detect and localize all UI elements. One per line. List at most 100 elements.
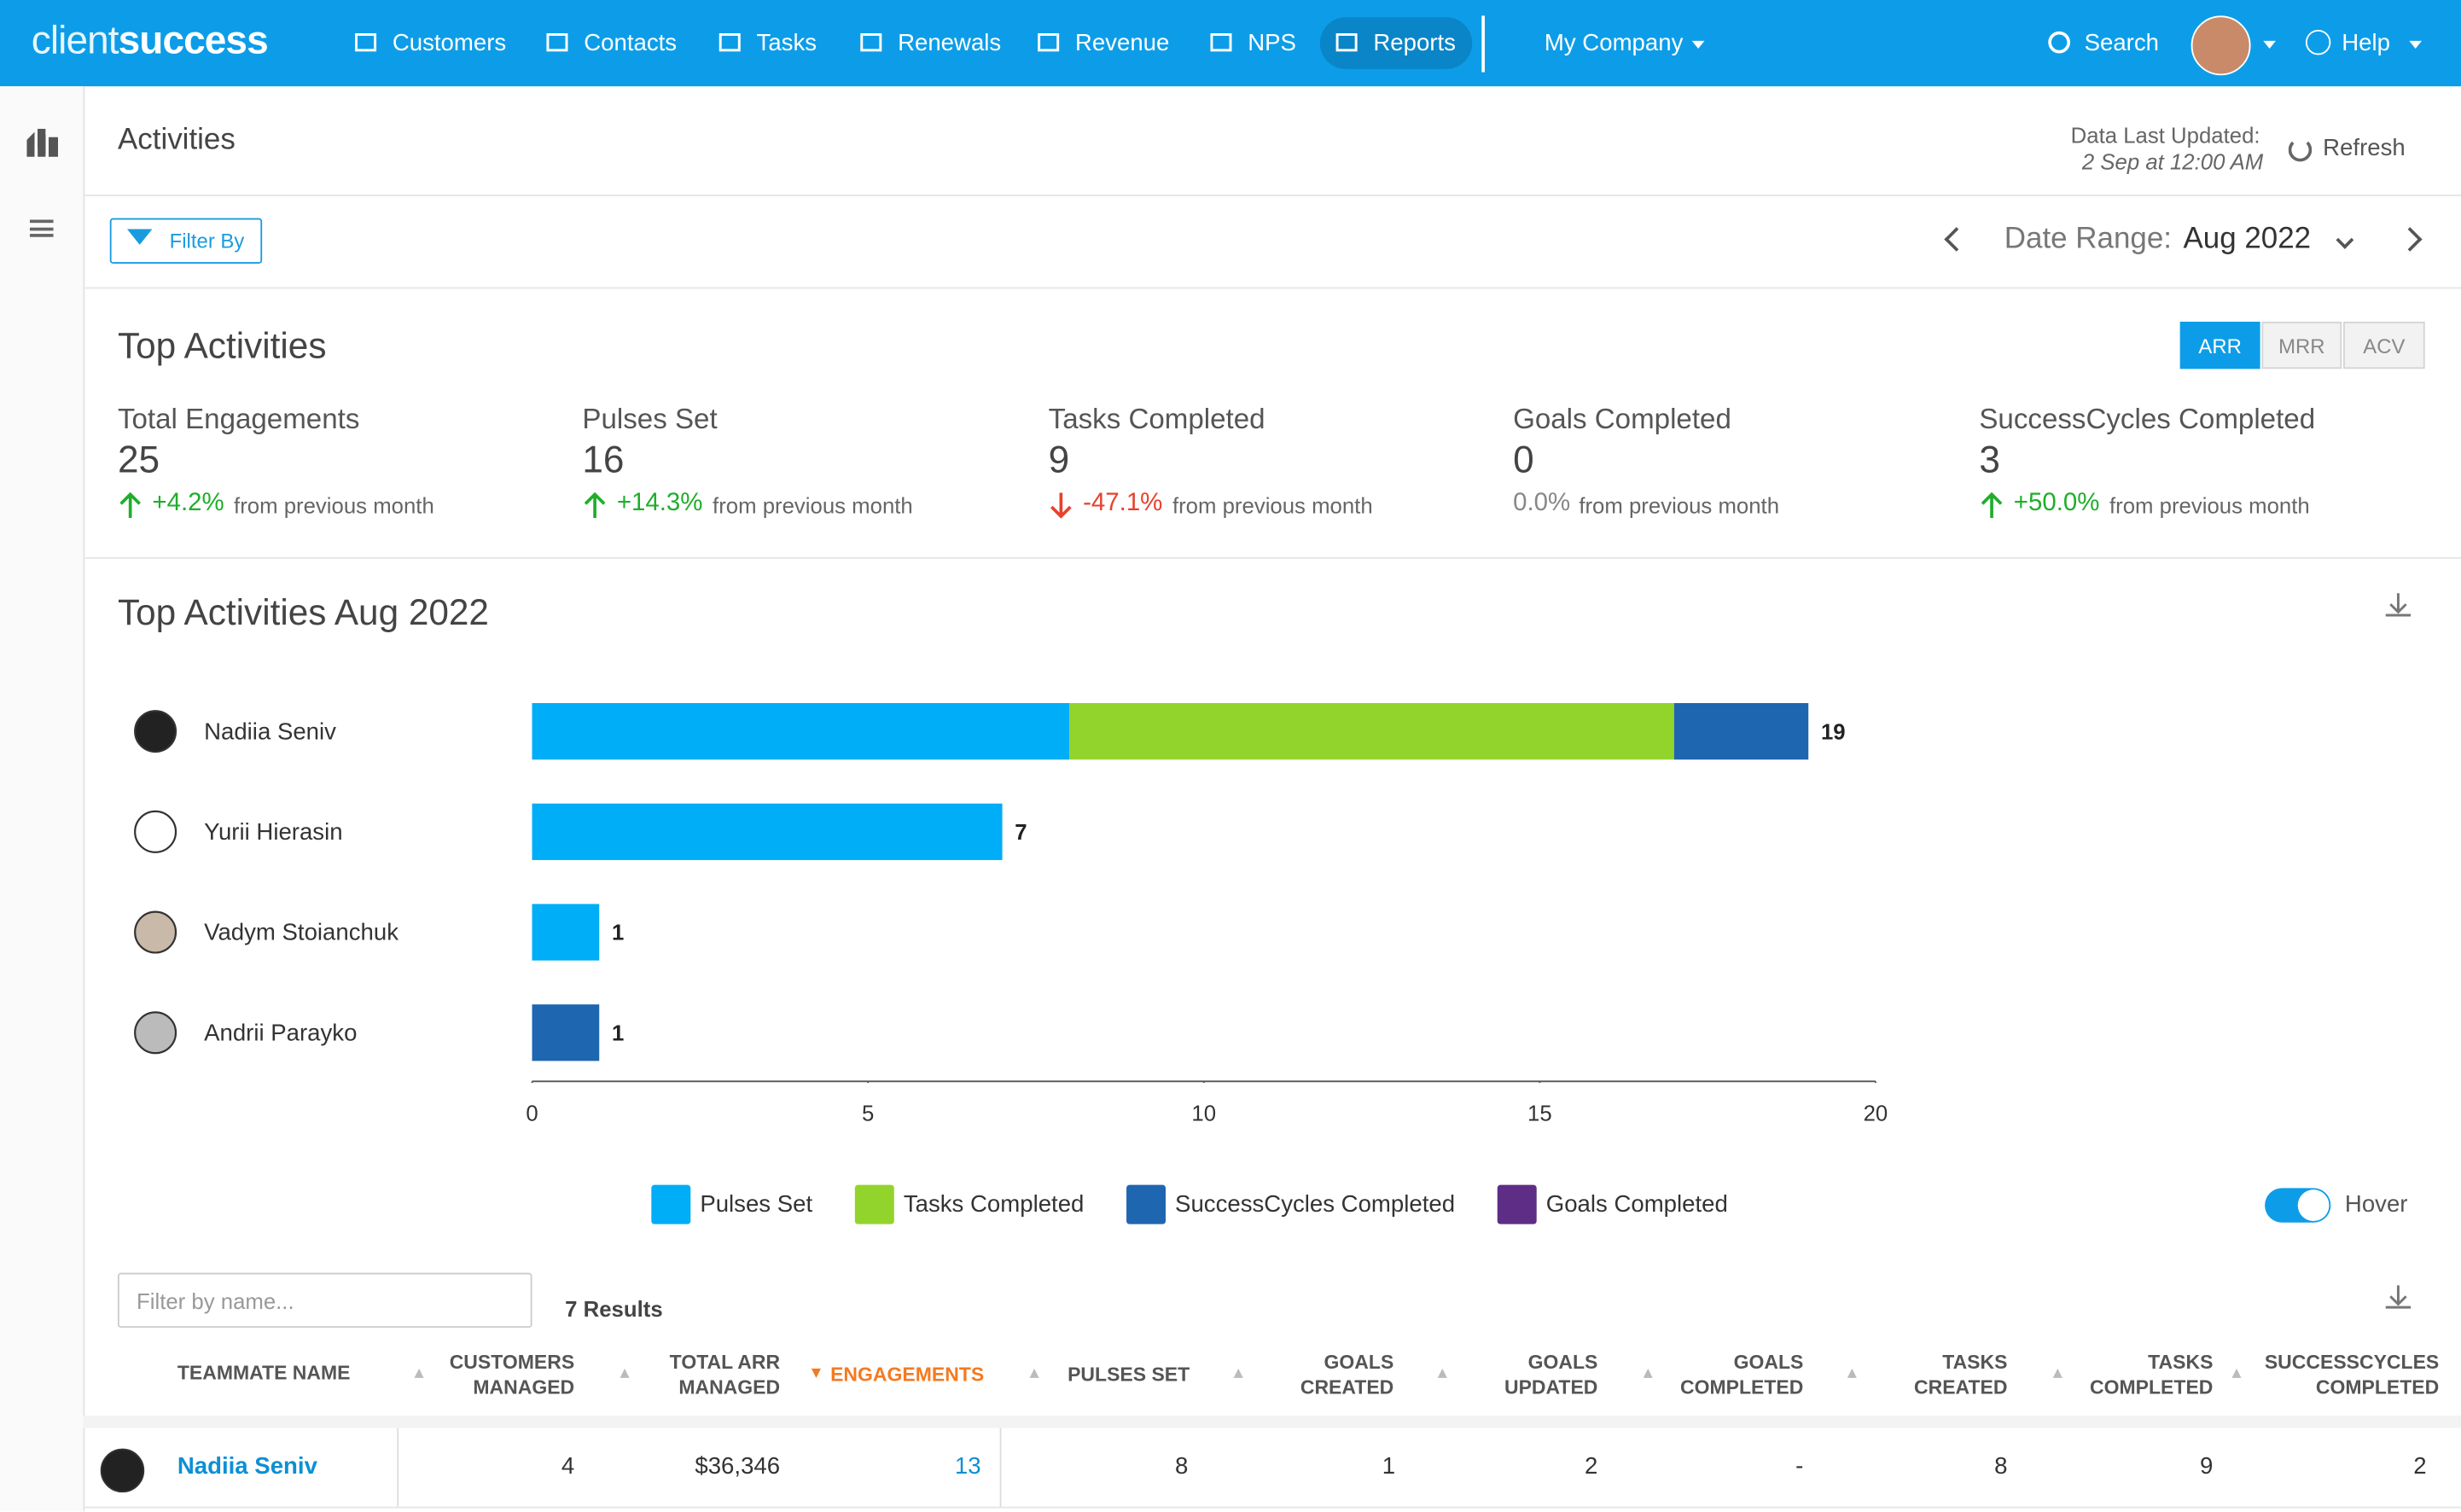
column-header[interactable]: ENGAGEMENTS [830, 1364, 985, 1387]
sort-arrow [811, 1368, 821, 1378]
card-label: Goals Completed [1513, 403, 1731, 435]
avatar [134, 810, 177, 853]
legend-swatch [1126, 1184, 1167, 1224]
card-suffix: from previous month [234, 492, 434, 518]
table-cell[interactable]: 13 [954, 1453, 981, 1480]
table-cell: - [1795, 1453, 1804, 1480]
card-label: Pulses Set [582, 403, 718, 435]
card-label: SuccessCycles Completed [1979, 403, 2316, 435]
x-tick-label: 10 [1191, 1102, 1216, 1125]
sidebar-menu-icon[interactable] [29, 219, 54, 237]
sort-arrow [1029, 1368, 1039, 1378]
column-header[interactable]: PULSES SET [1068, 1364, 1190, 1387]
divider [83, 556, 2461, 559]
refresh[interactable]: Refresh [2323, 135, 2406, 162]
sort-arrow [620, 1368, 630, 1378]
bar [532, 1004, 600, 1061]
legend-swatch [651, 1184, 691, 1224]
avatar [134, 910, 177, 954]
metric-toggle[interactable]: ARR [2179, 322, 2260, 369]
card-suffix: from previous month [1579, 492, 1780, 518]
legend-swatch [1497, 1184, 1537, 1224]
column-header[interactable]: CUSTOMERS MANAGED [449, 1351, 575, 1399]
help[interactable]: Help [2342, 29, 2390, 57]
updated-value: 2 Sep at 12:00 AM [2081, 148, 2264, 175]
column-header[interactable]: TASKS CREATED [1914, 1351, 2008, 1399]
category-label: Nadiia Seniv [204, 718, 336, 744]
total-label: 7 [1015, 821, 1027, 845]
nav-icon [1038, 32, 1060, 54]
sort-arrow [2231, 1368, 2242, 1378]
logo-bold: success [118, 19, 269, 63]
legend-label: SuccessCycles Completed [1175, 1190, 1455, 1217]
help-icon [2305, 29, 2331, 55]
date-range-label: Date Range: [2004, 223, 2173, 256]
nav-item[interactable]: Revenue [1074, 29, 1170, 57]
filter-label: Filter By [169, 229, 245, 253]
nav-item[interactable]: Customers [392, 29, 507, 57]
column-header[interactable]: TASKS COMPLETED [2090, 1351, 2214, 1399]
legend-swatch [854, 1184, 894, 1224]
date-range-value[interactable]: Aug 2022 [2183, 223, 2312, 256]
sort-arrow [414, 1368, 424, 1378]
column-header[interactable]: TEAMMATE NAME [177, 1362, 351, 1385]
teammate-name[interactable]: Nadiia Seniv [177, 1453, 317, 1480]
nav-item[interactable]: Tasks [756, 29, 817, 57]
user-avatar[interactable] [2190, 15, 2251, 76]
avatar [134, 710, 177, 753]
bar [532, 803, 1003, 860]
category-label: Vadym Stoianchuk [204, 919, 399, 945]
nav-icon [1335, 32, 1358, 54]
x-tick-label: 5 [862, 1102, 874, 1125]
table-cell: 9 [2200, 1453, 2214, 1480]
caret [1691, 40, 1705, 49]
column-header[interactable]: SUCCESSCYCLES COMPLETED [2264, 1351, 2440, 1399]
card-suffix: from previous month [2109, 492, 2310, 518]
logo[interactable]: clientsuccess [31, 19, 269, 64]
table-header-bg [83, 1416, 2461, 1428]
nav-company[interactable]: My Company [1544, 29, 1684, 57]
sort-arrow [1437, 1368, 1447, 1378]
table-cell: 8 [1994, 1453, 2008, 1480]
bar [1069, 703, 1674, 760]
nav-item[interactable]: Contacts [584, 29, 678, 57]
nav-icon [860, 32, 882, 54]
filter-icon [126, 229, 153, 245]
column-header[interactable]: GOALS COMPLETED [1679, 1351, 1804, 1399]
page-title: Activities [117, 124, 236, 157]
card-change: +4.2% [152, 489, 224, 517]
cell-border [397, 1428, 399, 1507]
column-header[interactable]: GOALS UPDATED [1504, 1351, 1598, 1399]
nav-icon [1210, 32, 1232, 54]
filter-input[interactable]: Filter by name... [117, 1272, 532, 1329]
total-label: 1 [612, 922, 624, 945]
nav-item[interactable]: NPS [1248, 29, 1296, 57]
nav-icon [355, 32, 377, 54]
table-cell: 8 [1174, 1453, 1189, 1480]
column-header[interactable]: TOTAL ARR MANAGED [669, 1351, 781, 1399]
logo-light: client [31, 19, 119, 63]
card-change: 0.0% [1513, 489, 1571, 517]
divider [83, 195, 2461, 196]
legend-label: Pulses Set [700, 1190, 812, 1217]
column-header[interactable]: GOALS CREATED [1300, 1351, 1394, 1399]
metric-toggle[interactable]: ACV [2343, 322, 2425, 369]
metric-toggle[interactable]: MRR [2261, 322, 2342, 369]
nav-item[interactable]: Renewals [898, 29, 1002, 57]
caret [2409, 40, 2423, 49]
card-change: +50.0% [2013, 489, 2100, 517]
x-tick-label: 20 [1864, 1102, 1888, 1125]
trend-arrow [582, 491, 607, 520]
table-cell: 2 [1585, 1453, 1598, 1480]
nav-icon [546, 32, 568, 54]
table-cell: 1 [1382, 1453, 1396, 1480]
chart-title: Top Activities Aug 2022 [118, 592, 489, 632]
legend-label: Goals Completed [1546, 1190, 1728, 1217]
filter-button[interactable]: Filter By [109, 218, 263, 265]
search[interactable]: Search [2084, 29, 2160, 57]
legend-label: Tasks Completed [904, 1190, 1085, 1217]
nav-item[interactable]: Reports [1373, 29, 1456, 57]
hover-knob [2297, 1189, 2330, 1221]
